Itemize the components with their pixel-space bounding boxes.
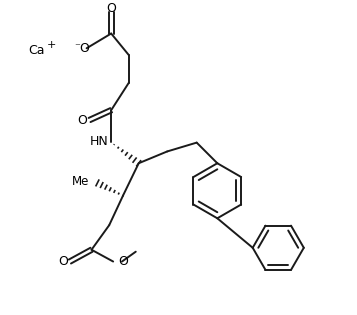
Text: O: O <box>78 113 87 127</box>
Text: O: O <box>118 255 128 268</box>
Text: O: O <box>80 42 90 55</box>
Text: HN: HN <box>90 135 109 148</box>
Text: Me: Me <box>72 175 90 188</box>
Text: O: O <box>106 3 116 15</box>
Text: ⁻: ⁻ <box>74 42 80 52</box>
Text: +: + <box>46 40 56 50</box>
Text: Ca: Ca <box>29 44 45 57</box>
Text: O: O <box>58 255 68 268</box>
